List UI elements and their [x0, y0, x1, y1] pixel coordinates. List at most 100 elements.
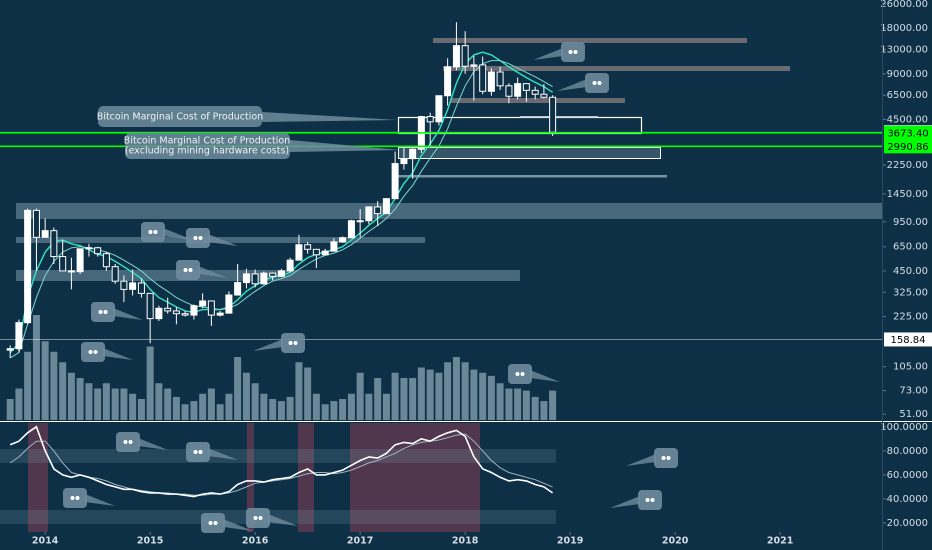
bubble-pointer — [533, 48, 563, 60]
bubble-glyph — [98, 310, 103, 314]
volume-bar — [120, 388, 128, 420]
volume-bar — [356, 372, 364, 420]
candle-body — [452, 45, 460, 68]
volume-bar — [251, 383, 259, 420]
candle-body — [234, 282, 242, 296]
volume-bar — [295, 362, 303, 420]
osc-tick-label: 20.0000 — [887, 518, 928, 529]
volume-bar — [409, 378, 417, 420]
oscillator-bands — [0, 449, 556, 524]
candle-body — [505, 85, 513, 97]
y-tick-label: 9000.00 — [887, 69, 928, 80]
bubble-glyph — [253, 516, 258, 520]
bubble-glyph — [123, 440, 128, 444]
y-tick-label: 6500.00 — [887, 90, 928, 101]
y-tick-label: 26000.00 — [880, 0, 928, 10]
candle-body — [391, 163, 399, 200]
volume-bar — [67, 372, 75, 420]
candle-body — [382, 198, 390, 215]
y-tick-label: 325.00 — [893, 287, 928, 298]
candle-body — [347, 220, 355, 239]
band — [0, 510, 556, 524]
volume-bar — [514, 388, 522, 420]
callout-box — [98, 106, 262, 127]
price-label: 2990.86 — [887, 142, 928, 153]
y-tick-label: 4500.00 — [887, 114, 928, 125]
bubble-pointer — [253, 339, 283, 351]
candle-body — [487, 71, 495, 92]
candle-body — [496, 71, 504, 87]
callout-text: Bitcoin Marginal Cost of Production — [124, 136, 290, 147]
candle-body — [286, 259, 294, 272]
osc-tick-label: 40.0000 — [887, 494, 928, 505]
candle-body — [50, 230, 58, 258]
bubble-pointer — [113, 308, 143, 320]
bubble-pointer — [557, 79, 587, 91]
volume-bar — [111, 388, 119, 420]
candle-body — [24, 209, 32, 324]
y-tick-label: 18000.00 — [880, 23, 928, 34]
volume-bar — [531, 396, 539, 420]
bubble — [91, 302, 115, 322]
candle-body — [76, 248, 84, 273]
volume-bar — [330, 401, 338, 420]
candle-body — [181, 313, 189, 316]
candle-body — [356, 220, 364, 223]
volume-bar — [199, 393, 207, 420]
candle-body — [409, 148, 417, 160]
bubble-pointer — [223, 519, 253, 531]
y-tick-label: 1450.00 — [887, 189, 928, 200]
osc-tick-label: 60.0000 — [887, 470, 928, 481]
volume-bar — [146, 346, 154, 420]
volume-bar — [321, 404, 329, 420]
candle-body — [365, 206, 373, 222]
bubble-pointer — [530, 370, 560, 382]
candle-body — [269, 272, 277, 277]
bubble — [186, 228, 210, 248]
volume-bar — [365, 393, 373, 420]
bubble-glyph — [592, 81, 597, 85]
bubble-glyph — [666, 456, 671, 460]
bubble-glyph — [293, 341, 298, 345]
bubble-glyph — [661, 456, 666, 460]
oscillator-highlights — [28, 423, 480, 532]
bubble-glyph — [568, 50, 573, 54]
x-tick-label: 2021 — [767, 536, 793, 547]
zone — [398, 175, 667, 178]
y-tick-label: 105.00 — [893, 362, 928, 373]
zone — [16, 270, 520, 281]
candle-body — [225, 294, 233, 314]
price-label-box — [884, 332, 932, 347]
volume-bar — [522, 390, 530, 420]
bubble-glyph — [573, 50, 578, 54]
candle-body — [321, 250, 329, 256]
candle-body — [120, 280, 128, 290]
bubble-pointer — [138, 438, 168, 450]
volume-bar — [312, 393, 320, 420]
x-tick-label: 2017 — [347, 536, 373, 547]
x-tick-label: 2019 — [557, 536, 583, 547]
volume-bar — [374, 378, 382, 420]
volume-bar — [137, 399, 145, 420]
volume-bar — [400, 378, 408, 420]
bubble-glyph — [258, 516, 263, 520]
volume-bar — [155, 383, 163, 420]
osc-tick-label: 100.0000 — [880, 422, 928, 433]
bubble-glyph — [128, 440, 133, 444]
candle-body — [277, 270, 285, 277]
volume-bar — [382, 393, 390, 420]
volume-bar — [505, 388, 513, 420]
candle-body — [461, 45, 469, 67]
candle-body — [251, 273, 259, 285]
volume-bar — [426, 369, 434, 420]
bubble-glyph — [597, 81, 602, 85]
bubble — [246, 508, 270, 528]
candle-body — [6, 348, 14, 351]
volume-bar — [50, 351, 58, 420]
candle-body — [15, 322, 23, 350]
candle-body — [522, 83, 530, 91]
volume-bar — [487, 375, 495, 420]
bubble — [201, 513, 225, 533]
band — [0, 449, 556, 463]
y-tick-label: 950.00 — [893, 217, 928, 228]
